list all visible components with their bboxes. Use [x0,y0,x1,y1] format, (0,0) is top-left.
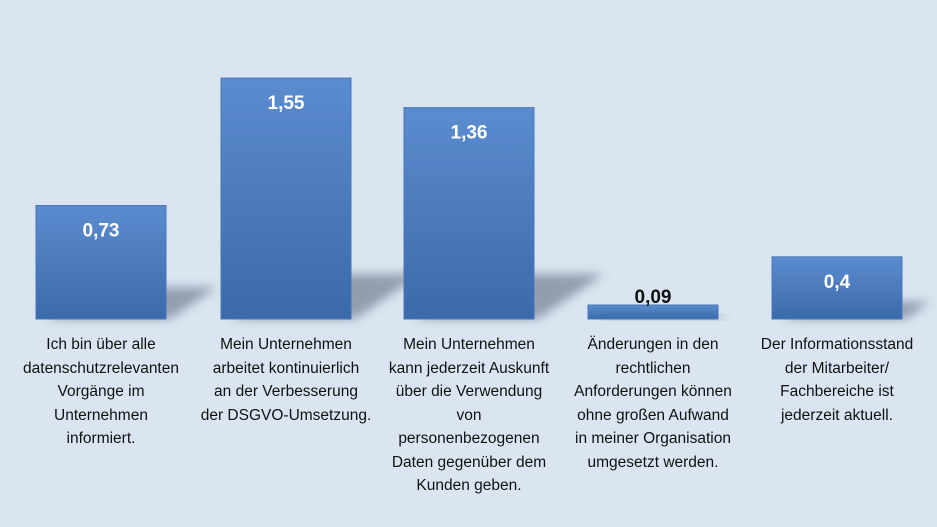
category-label-line: Der Informationsstand [760,336,914,353]
category-label-line: der Mitarbeiter/ [784,359,890,377]
category-label-line: kann jederzeit Auskunft [388,359,550,377]
bar [35,205,167,320]
data-label: 0,09 [635,287,672,308]
bar [220,77,352,320]
category-label-line: umgesetzt werden. [587,453,719,471]
category-label: Mein Unternehmen arbeitet kontinuierlich a… [196,333,376,427]
bar [403,107,535,320]
bar [587,304,719,320]
bar [771,256,903,320]
data-label: 1,36 [451,123,488,144]
category-label-line: der DSGVO-Umsetzung. [200,406,372,424]
category-label-line: Mein Unternehmen [403,336,535,353]
data-labels: 0,73 1,55 1,36 0,09 0,4 [83,93,851,308]
category-label-line: über die Verwendung [395,383,543,400]
data-label: 0,73 [83,221,120,242]
category-label-line: arbeitet kontinuierlich [212,359,360,377]
category-label-line: Kunden geben. [416,477,522,494]
category-label: Änderungen in den rechtlichen Anforderunge… [563,333,743,474]
category-label-line: jederzeit aktuell. [780,406,893,424]
category-label-line: Daten gegenüber dem [391,453,547,471]
category-label: Der Informationsstand der Mitarbeiter/Fac… [747,333,927,427]
bars [35,77,903,320]
category-label-line: Änderungen in den [587,336,719,353]
category-label-line: an der Verbesserung [214,383,358,400]
category-label-line: Anforderungen können [574,383,732,400]
category-label-line: Mein Unternehmen [220,336,352,353]
category-label-line: Vorgänge im [57,383,145,400]
category-label: Mein Unternehmen kann jederzeit Auskunft ü… [379,333,559,498]
category-label-line: Ich bin über alle [46,336,156,353]
category-label-line: personenbezogenen [398,430,540,447]
category-label-line: informiert. [66,430,136,447]
category-label-line: in meiner Organisation [575,430,731,447]
data-label: 0,4 [824,272,851,293]
category-label-line: rechtlichen [615,359,691,377]
category-label: Ich bin über alle datenschutzrelevanten Vo… [11,333,191,451]
category-label-line: Fachbereiche ist [780,383,894,400]
category-label-line: von [456,406,482,424]
category-label-line: Unternehmen [54,406,148,424]
category-label-line: ohne großen Aufwand [577,406,729,424]
category-label-line: datenschutzrelevanten [23,359,179,377]
data-label: 1,55 [268,93,305,114]
